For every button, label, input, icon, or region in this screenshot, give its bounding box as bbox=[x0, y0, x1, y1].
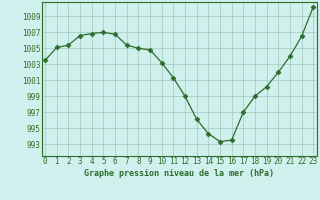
X-axis label: Graphe pression niveau de la mer (hPa): Graphe pression niveau de la mer (hPa) bbox=[84, 169, 274, 178]
